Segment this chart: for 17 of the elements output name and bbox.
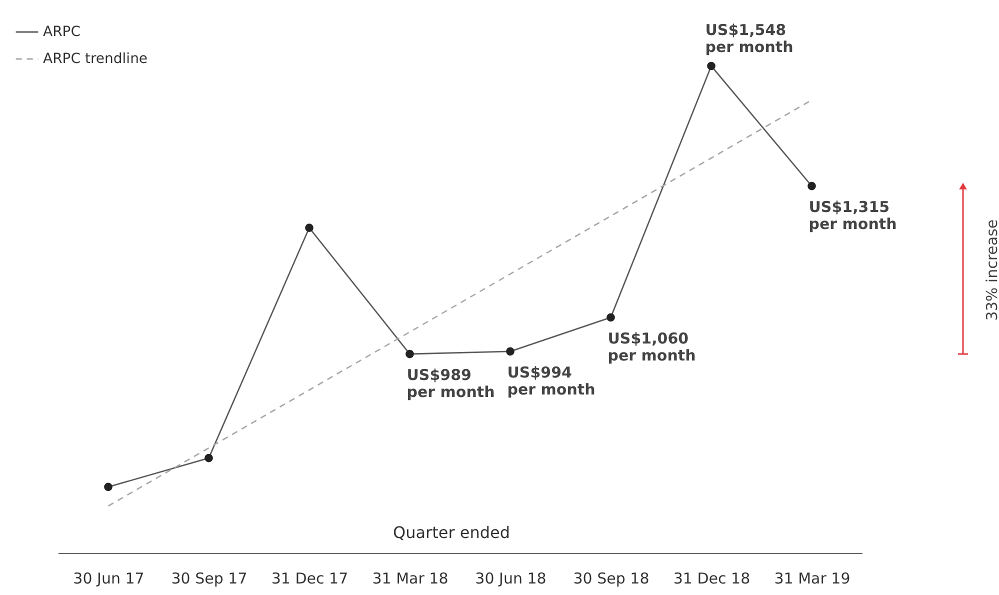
x-tick-label: 30 Jun 18 — [475, 570, 546, 588]
data-label: US$989 per month — [406, 366, 495, 402]
legend-label: ARPC — [43, 24, 81, 40]
x-tick-label: 31 Mar 18 — [372, 570, 448, 588]
x-axis-title: Quarter ended — [392, 523, 510, 542]
data-label: US$1,548 per month — [705, 21, 794, 56]
x-tick-label: 30 Sep 18 — [573, 570, 650, 588]
data-label: US$1,315 per month — [808, 198, 897, 234]
x-tick-label: 31 Dec 18 — [673, 570, 750, 588]
data-label: US$994 per month — [507, 363, 596, 398]
x-tick-label: 31 Mar 19 — [774, 570, 850, 588]
legend-label: ARPC trendline — [43, 51, 148, 67]
x-tick-label: 31 Dec 17 — [271, 570, 348, 588]
x-tick-label: 30 Jun 17 — [73, 570, 144, 588]
x-tick-label: 30 Sep 17 — [171, 570, 248, 588]
text: 33% increase — [983, 219, 999, 321]
data-label: US$1,060 per month — [608, 329, 696, 364]
